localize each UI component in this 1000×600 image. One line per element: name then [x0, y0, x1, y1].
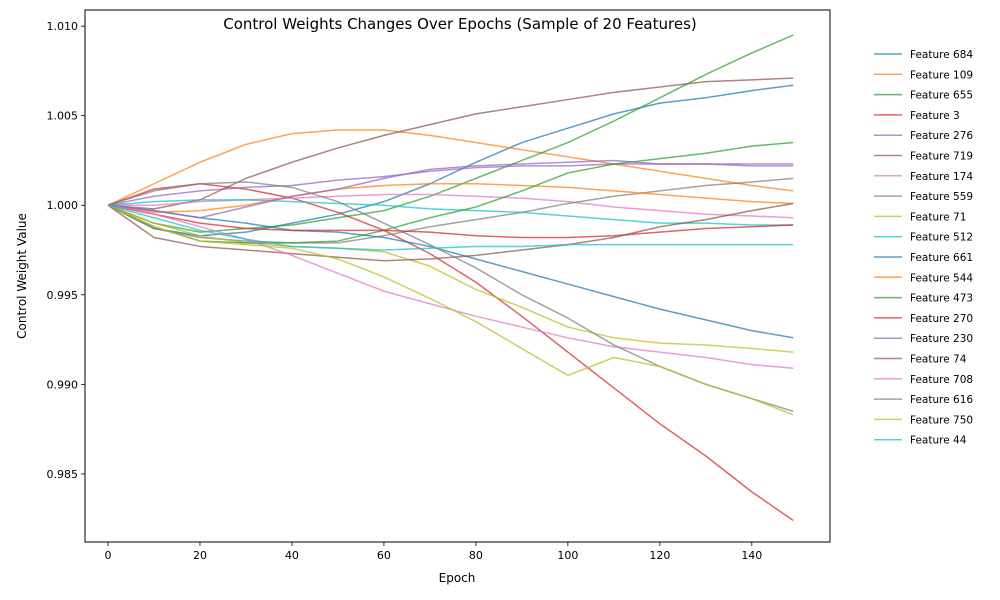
legend-label-feature-44: Feature 44 — [910, 435, 967, 447]
series-line-feature-174 — [107, 193, 794, 219]
legend-label-feature-684: Feature 684 — [910, 49, 973, 61]
legend-label-feature-661: Feature 661 — [910, 252, 973, 264]
legend-label-feature-708: Feature 708 — [910, 374, 973, 386]
x-tick-label: 80 — [469, 549, 483, 562]
legend-label-feature-174: Feature 174 — [910, 171, 973, 183]
series-line-feature-3 — [107, 183, 794, 522]
x-axis-label: Epoch — [439, 571, 476, 585]
legend-label-feature-655: Feature 655 — [910, 90, 973, 102]
series-line-feature-74 — [107, 202, 794, 262]
series-line-feature-750 — [107, 204, 794, 416]
legend-label-feature-559: Feature 559 — [910, 191, 973, 203]
x-tick-label: 120 — [649, 549, 670, 562]
series-line-feature-71 — [107, 204, 794, 353]
legend-label-feature-276: Feature 276 — [910, 130, 973, 142]
chart-title: Control Weights Changes Over Epochs (Sam… — [223, 15, 697, 33]
series-line-feature-684 — [107, 84, 794, 237]
series-line-feature-719 — [107, 77, 794, 210]
x-tick-label: 0 — [104, 549, 111, 562]
plot-frame — [84, 9, 831, 543]
legend-label-feature-71: Feature 71 — [910, 211, 966, 223]
series-line-feature-109 — [107, 129, 794, 206]
x-tick-label: 20 — [193, 549, 207, 562]
legend-label-feature-473: Feature 473 — [910, 293, 973, 305]
legend: Feature 684 Feature 109 Feature 655 Feature… — [874, 49, 973, 447]
x-axis: 0 20 40 60 80 100 120 140 — [104, 542, 762, 562]
legend-label-feature-74: Feature 74 — [910, 354, 967, 366]
y-tick-label: 1.000 — [47, 199, 79, 212]
series-line-feature-44 — [107, 204, 794, 251]
legend-label-feature-750: Feature 750 — [910, 414, 973, 426]
x-tick-label: 40 — [285, 549, 299, 562]
y-axis: 0.985 0.990 0.995 1.000 1.005 1.010 — [47, 20, 85, 481]
y-tick-label: 1.005 — [47, 110, 79, 123]
x-tick-label: 140 — [741, 549, 762, 562]
legend-label-feature-230: Feature 230 — [910, 333, 973, 345]
plot-lines — [107, 34, 794, 522]
legend-label-feature-270: Feature 270 — [910, 313, 973, 325]
y-tick-label: 1.010 — [47, 20, 79, 33]
legend-label-feature-719: Feature 719 — [910, 151, 973, 163]
legend-label-feature-544: Feature 544 — [910, 272, 973, 284]
series-line-feature-473 — [107, 141, 794, 244]
legend-label-feature-616: Feature 616 — [910, 394, 973, 406]
series-line-feature-230 — [107, 159, 794, 219]
y-tick-label: 0.990 — [47, 378, 79, 391]
series-line-feature-655 — [107, 34, 794, 233]
y-tick-label: 0.985 — [47, 468, 79, 481]
series-line-feature-270 — [107, 204, 794, 239]
x-tick-label: 60 — [377, 549, 391, 562]
legend-label-feature-109: Feature 109 — [910, 69, 973, 81]
legend-label-feature-3: Feature 3 — [910, 110, 960, 122]
y-axis-label: Control Weight Value — [15, 213, 29, 339]
x-tick-label: 100 — [557, 549, 578, 562]
legend-label-feature-512: Feature 512 — [910, 232, 973, 244]
series-line-feature-661 — [107, 204, 794, 339]
series-line-feature-544 — [107, 183, 794, 214]
y-tick-label: 0.995 — [47, 289, 79, 302]
